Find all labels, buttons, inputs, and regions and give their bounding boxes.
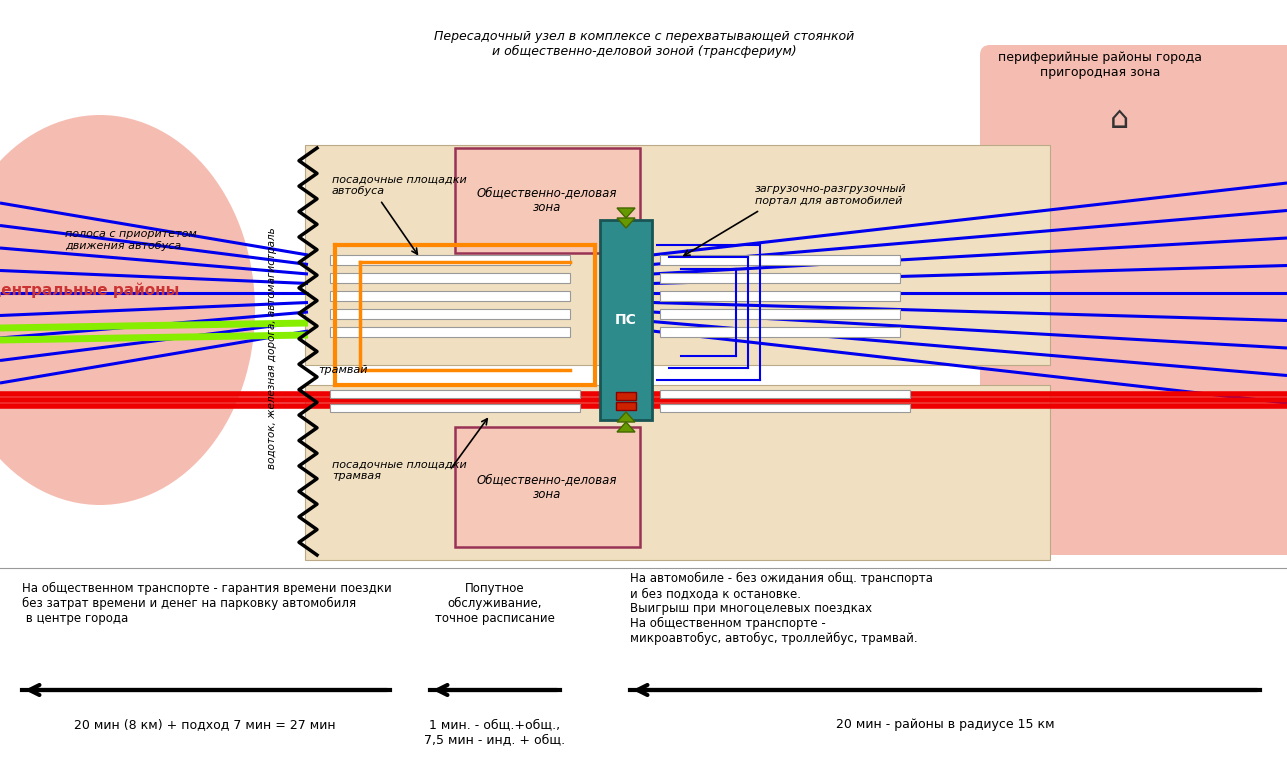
Text: периферийные районы города
пригородная зона: периферийные районы города пригородная з… [997, 51, 1202, 79]
Text: 20 мин (8 км) + подход 7 мин = 27 мин: 20 мин (8 км) + подход 7 мин = 27 мин [75, 718, 336, 731]
Text: посадочные площадки
трамвая: посадочные площадки трамвая [332, 459, 467, 481]
Text: Пересадочный узел в комплексе с перехватывающей стоянкой
и общественно-деловой з: Пересадочный узел в комплексе с перехват… [434, 30, 855, 58]
Text: 20 мин - районы в радиусе 15 км: 20 мин - районы в радиусе 15 км [835, 718, 1054, 731]
Bar [616, 392, 636, 400]
Text: полоса с приоритетом
движения автобуса: полоса с приоритетом движения автобуса [66, 229, 197, 251]
Bar [660, 291, 900, 301]
Bar [600, 220, 653, 420]
FancyBboxPatch shape [979, 45, 1287, 555]
Bar [660, 404, 910, 412]
Bar [456, 148, 640, 253]
Bar [329, 327, 570, 337]
Text: На общественном транспорте - гарантия времени поездки
без затрат времени и денег: На общественном транспорте - гарантия вр… [22, 582, 391, 625]
Polygon shape [616, 208, 634, 218]
Text: загрузочно-разгрузочный
портал для автомобилей: загрузочно-разгрузочный портал для автом… [755, 185, 906, 206]
Text: посадочные площадки
автобуса: посадочные площадки автобуса [332, 174, 467, 196]
Text: 1 мин. - общ.+общ.,
7,5 мин - инд. + общ.: 1 мин. - общ.+общ., 7,5 мин - инд. + общ… [425, 718, 565, 746]
Bar [660, 390, 910, 398]
Bar [660, 273, 900, 283]
Text: ПС: ПС [615, 313, 637, 327]
Bar [329, 390, 580, 398]
Bar [660, 255, 900, 265]
Polygon shape [616, 218, 634, 228]
Bar [456, 427, 640, 547]
Polygon shape [616, 412, 634, 422]
Bar [329, 273, 570, 283]
Ellipse shape [0, 115, 255, 505]
Bar [660, 327, 900, 337]
Text: центральные районы: центральные районы [0, 283, 180, 298]
Bar [660, 309, 900, 319]
Text: Попутное
обслуживание,
точное расписание: Попутное обслуживание, точное расписание [435, 582, 555, 625]
Text: трамвай: трамвай [318, 365, 368, 375]
Text: ⌂: ⌂ [1111, 106, 1130, 134]
Bar [305, 385, 1050, 560]
Text: На автомобиле - без ожидания общ. транспорта
и без подхода к остановке.
Выигрыш : На автомобиле - без ожидания общ. трансп… [631, 572, 933, 645]
Bar [329, 255, 570, 265]
Bar [329, 291, 570, 301]
Text: водоток, железная дорога, автомагистраль: водоток, железная дорога, автомагистраль [266, 227, 277, 469]
Bar [329, 404, 580, 412]
Text: Общественно-деловая
зона: Общественно-деловая зона [476, 473, 618, 501]
Bar [329, 309, 570, 319]
Text: Общественно-деловая
зона: Общественно-деловая зона [476, 186, 618, 214]
Bar [616, 402, 636, 410]
Bar [305, 145, 1050, 365]
Polygon shape [616, 422, 634, 432]
